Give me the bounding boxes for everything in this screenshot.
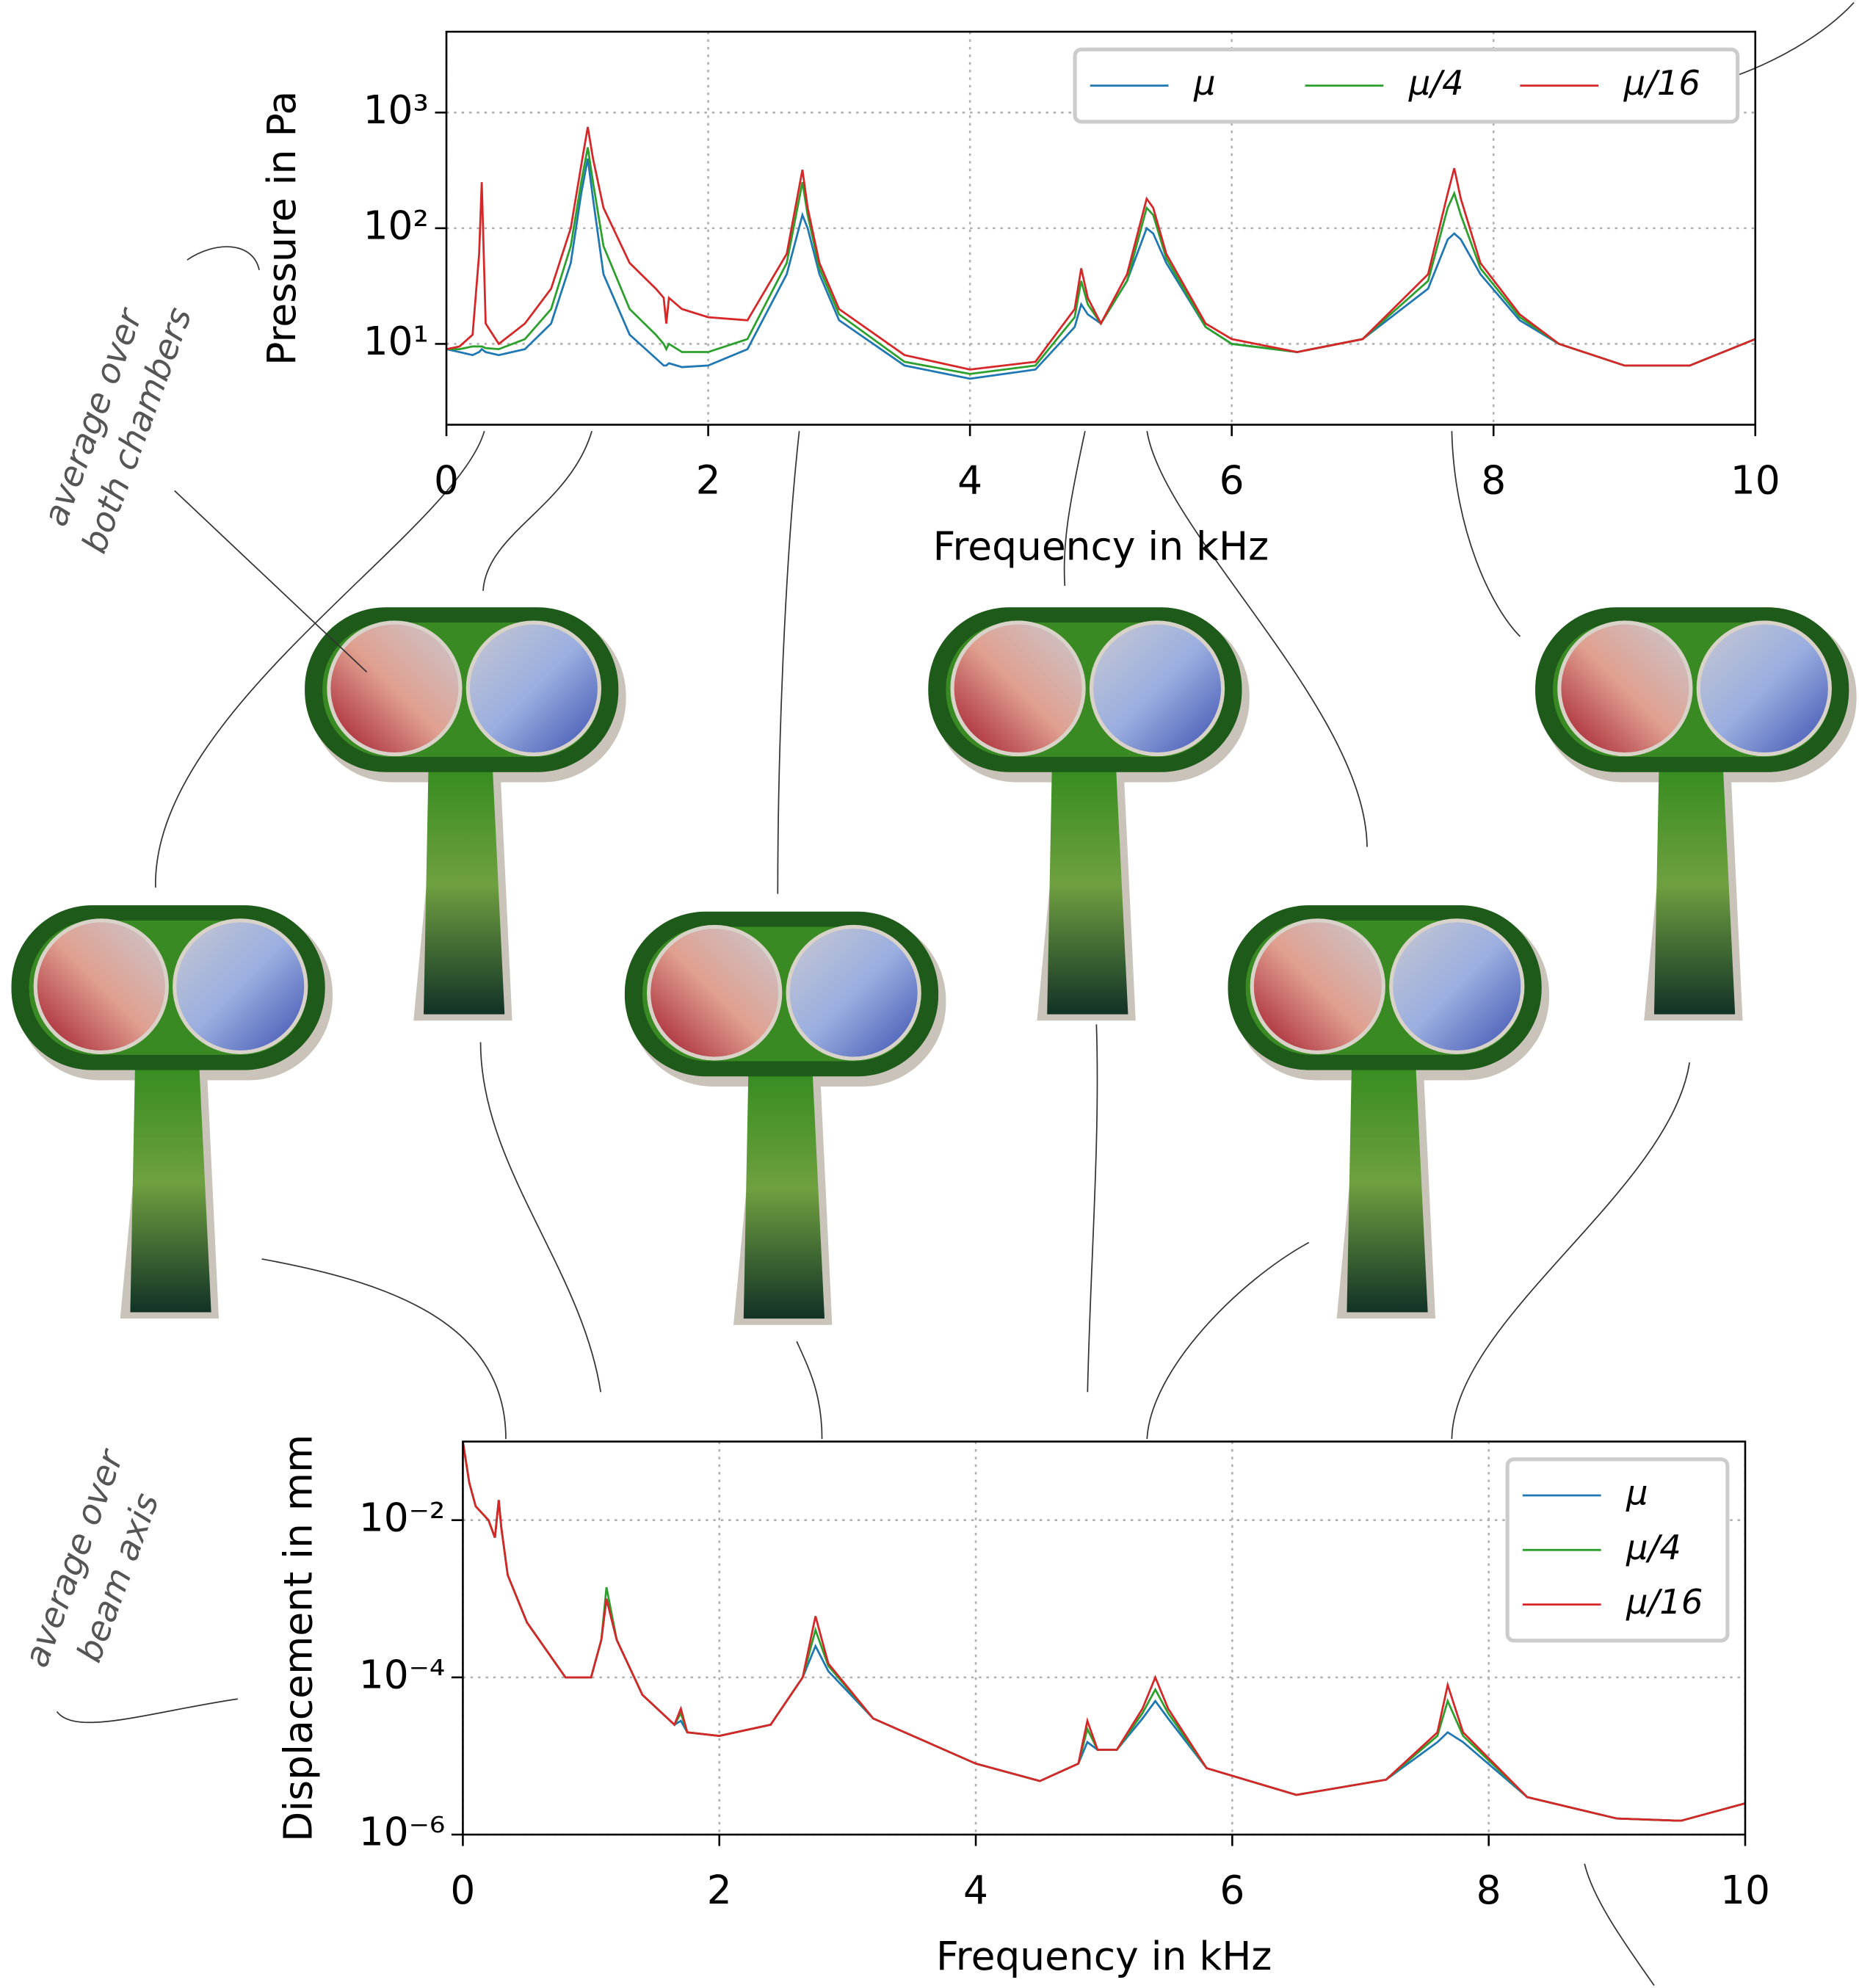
mode-shape (1228, 905, 1549, 1318)
x-tick-label: 6 (1220, 457, 1244, 504)
x-axis-label: Frequency in kHz (936, 1933, 1272, 1979)
legend-label: μ/16 (1623, 63, 1700, 103)
legend-label: μ/4 (1626, 1528, 1681, 1567)
y-axis-label: Pressure in Pa (258, 91, 305, 366)
chart: 0 2 4 6 8 10 10¹ 10² 10³ Frequency in kHz Pressure… (258, 32, 1780, 569)
series-line (446, 127, 1755, 369)
legend-label: μ/16 (1626, 1582, 1703, 1622)
y-tick-label: 10⁻² (359, 1494, 446, 1540)
series-line (446, 148, 1755, 374)
x-tick-label: 8 (1481, 457, 1506, 504)
mode-shape (928, 607, 1250, 1020)
x-tick-label: 10 (1731, 457, 1780, 504)
y-axis-label: Displacement in mm (275, 1434, 322, 1842)
y-tick-label: 10³ (363, 87, 429, 133)
mode-shape (12, 905, 333, 1318)
x-tick-label: 6 (1220, 1867, 1244, 1913)
mode-shape (1535, 607, 1857, 1020)
mode-shape (625, 912, 946, 1325)
x-tick-label: 8 (1476, 1867, 1501, 1913)
x-tick-label: 0 (450, 1867, 475, 1913)
y-tick-label: 10¹ (363, 318, 429, 364)
series-line (446, 159, 1755, 379)
x-tick-label: 10 (1720, 1867, 1770, 1913)
x-tick-label: 2 (696, 457, 721, 504)
x-tick-label: 4 (957, 457, 982, 504)
legend-label: μ/4 (1408, 63, 1464, 103)
chart: 0 2 4 6 8 10 10⁻⁶ 10⁻⁴ 10⁻² Frequency in kHz Displ… (275, 1434, 1770, 1979)
mode-shape (305, 607, 626, 1020)
x-tick-label: 0 (434, 457, 459, 504)
x-tick-label: 4 (963, 1867, 988, 1913)
y-tick-label: 10⁻⁶ (359, 1809, 446, 1855)
legend-label: μ (1193, 63, 1216, 103)
x-axis-label: Frequency in kHz (933, 523, 1269, 569)
x-tick-label: 2 (707, 1867, 732, 1913)
mode-shapes (12, 607, 1857, 1325)
y-tick-label: 10⁻⁴ (359, 1651, 446, 1697)
y-tick-label: 10² (363, 202, 429, 248)
legend-label: μ (1626, 1473, 1648, 1513)
figure: average over both chambers average over … (0, 0, 1859, 1988)
